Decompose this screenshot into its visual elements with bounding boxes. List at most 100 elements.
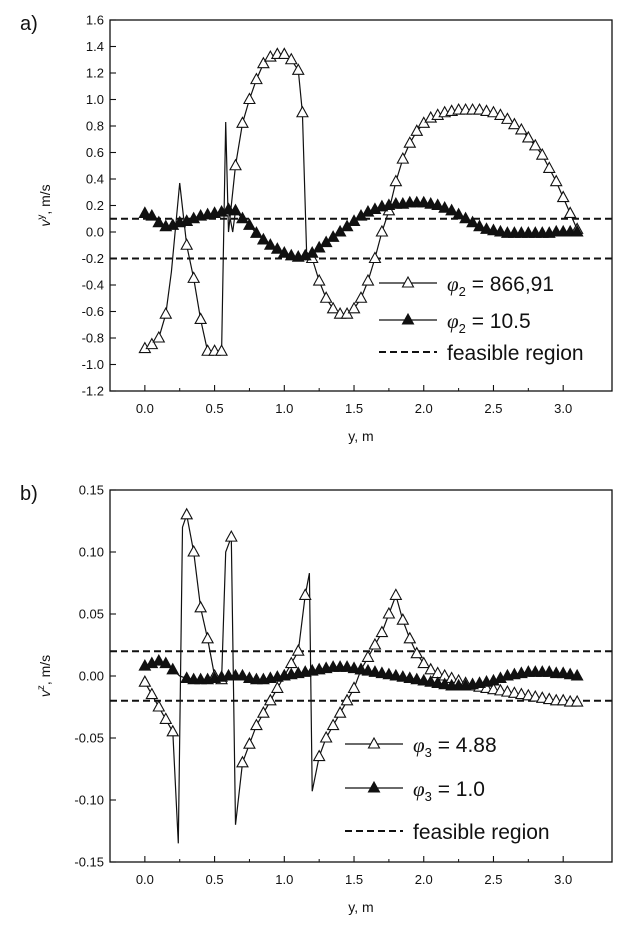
series-1-marker xyxy=(396,151,410,164)
y-axis-label-superscript: z xyxy=(36,685,47,690)
series-2-marker xyxy=(236,211,249,224)
series-1-marker xyxy=(389,174,403,187)
series-1-marker xyxy=(187,544,201,557)
x-axis-label: y, m xyxy=(348,899,373,915)
series-2-marker xyxy=(452,207,466,220)
x-tick-label: 1.5 xyxy=(345,872,363,887)
chart-panel-b: -0.15 -0.10 -0.05 0.00 0.05 0.10 0.15 0.0 0.5 1.0… xyxy=(20,483,613,915)
legend-phi-subscript: 3 xyxy=(425,745,432,760)
series-1-marker xyxy=(521,130,535,143)
series-2-marker xyxy=(277,246,291,258)
series-1-marker xyxy=(224,529,238,542)
x-tick-label: 2.0 xyxy=(415,872,433,887)
y-axis-label-unit: , m/s xyxy=(37,184,53,214)
series-1-marker xyxy=(312,749,326,762)
legend-value: = 866,91 xyxy=(466,273,554,296)
panel-label: b) xyxy=(20,483,38,505)
legend-value: = 1.0 xyxy=(432,778,485,801)
series-2-marker xyxy=(340,660,354,672)
series-2-marker xyxy=(347,661,361,674)
series-1-marker xyxy=(296,105,309,118)
y-axis-label: vy, m/s xyxy=(36,184,53,226)
series-2-marker xyxy=(256,232,270,245)
series-1-marker xyxy=(528,138,542,151)
series-1-marker xyxy=(229,158,242,171)
series-2-marker xyxy=(487,223,500,236)
series-1-marker xyxy=(542,692,556,705)
x-tick-label: 0.5 xyxy=(206,872,224,887)
series-1-marker xyxy=(521,688,535,701)
series-1-marker xyxy=(361,273,375,286)
series-2-marker xyxy=(424,197,438,209)
series-2-marker xyxy=(438,201,452,213)
series-1-marker xyxy=(333,706,347,718)
x-tick-label: 1.0 xyxy=(275,872,293,887)
series-1-marker xyxy=(368,251,382,264)
series-2-marker xyxy=(438,677,452,690)
series-1-marker xyxy=(403,631,417,644)
x-tick-label: 0.0 xyxy=(136,401,154,416)
series-2-marker xyxy=(556,666,570,679)
series-line-1 xyxy=(144,53,578,352)
series-1-marker xyxy=(187,271,201,283)
series-1-marker xyxy=(326,718,340,731)
y-tick-label: 1.2 xyxy=(86,66,104,81)
y-tick-label: -0.8 xyxy=(82,331,104,346)
series-2-marker xyxy=(229,203,242,216)
series-1-marker xyxy=(403,136,417,148)
series-2-marker xyxy=(445,203,459,216)
series-1-marker xyxy=(410,646,424,659)
series-1-marker xyxy=(487,105,500,118)
series-2-marker xyxy=(410,672,424,685)
y-tick-label: 0.6 xyxy=(86,145,104,160)
series-1-marker xyxy=(410,124,424,136)
y-tick-label: -0.15 xyxy=(74,855,104,870)
y-tick-label: -0.2 xyxy=(82,251,104,266)
series-1-marker xyxy=(243,92,256,105)
legend-phi-symbol: φ xyxy=(413,733,425,757)
series-2-marker xyxy=(354,662,368,675)
series-1-marker xyxy=(319,730,333,743)
y-tick-label: 0.4 xyxy=(86,172,104,187)
x-tick-label: 2.5 xyxy=(484,872,502,887)
plot-area xyxy=(138,47,584,356)
y-tick-label: 1.4 xyxy=(86,39,104,54)
y-tick-label: -0.05 xyxy=(74,731,104,746)
series-1-marker xyxy=(424,662,438,675)
series-2-marker xyxy=(424,675,438,687)
series-1-marker xyxy=(159,307,173,319)
series-1-marker xyxy=(535,148,549,160)
series-1-marker xyxy=(528,689,542,702)
series-1-marker xyxy=(270,681,284,693)
y-axis-label-symbol: v xyxy=(37,689,53,697)
y-tick-label: 1.6 xyxy=(86,13,104,28)
series-1-marker xyxy=(549,174,563,187)
x-tick-label: 1.5 xyxy=(345,401,363,416)
x-tick-label: 3.0 xyxy=(554,401,572,416)
series-1-marker xyxy=(326,301,340,314)
series-1-marker xyxy=(417,656,431,669)
series-2-marker xyxy=(263,238,277,250)
series-2-marker xyxy=(138,206,152,218)
legend-entry-feasible-region: feasible region xyxy=(447,342,584,365)
series-1-marker xyxy=(249,72,263,85)
series-1-marker xyxy=(556,693,570,706)
legend-marker-2 xyxy=(367,780,381,793)
x-axis-label: y, m xyxy=(348,428,373,444)
series-2-marker xyxy=(361,663,375,676)
series-2-marker xyxy=(563,667,577,680)
series-2-marker xyxy=(152,215,166,228)
series-1-marker xyxy=(375,224,389,237)
series-2-marker xyxy=(236,668,249,681)
series-2-marker xyxy=(459,211,473,224)
y-tick-label: 0.15 xyxy=(79,483,104,498)
series-2-marker xyxy=(243,671,256,684)
series-1-marker xyxy=(215,344,228,356)
series-1-marker xyxy=(368,637,382,650)
series-1-marker xyxy=(180,507,194,520)
legend-phi-subscript: 2 xyxy=(459,284,466,299)
series-1-marker xyxy=(473,102,486,115)
series-2-marker xyxy=(480,222,493,234)
series-2-marker xyxy=(375,666,389,679)
series-2-marker xyxy=(417,195,431,208)
